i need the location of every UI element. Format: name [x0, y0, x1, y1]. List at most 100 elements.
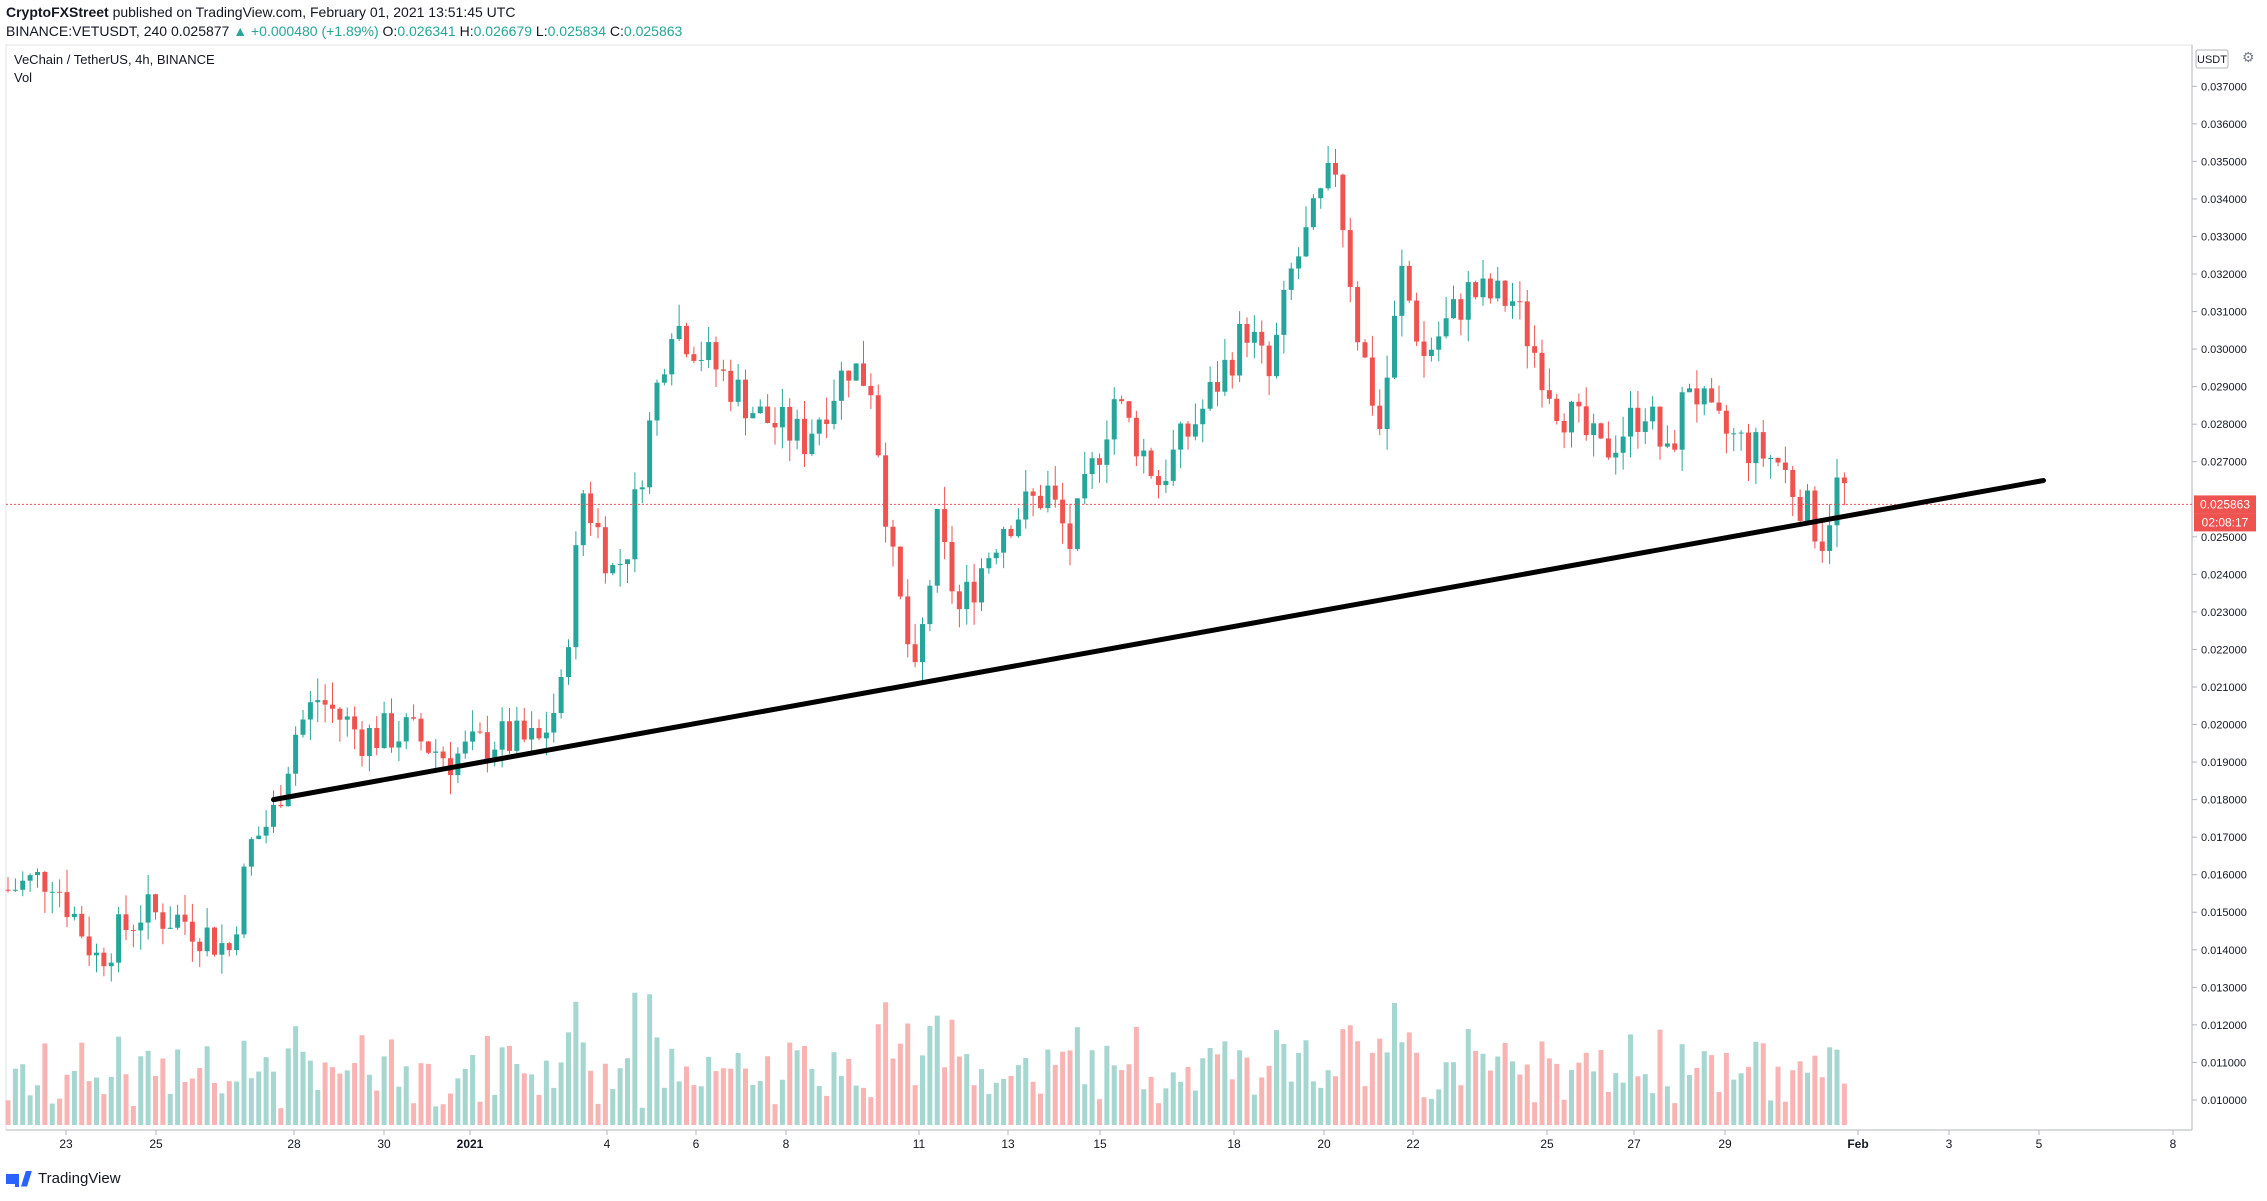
volume-bar: [1406, 1032, 1412, 1125]
price-tick-label: 0.022000: [2201, 644, 2247, 656]
volume-bar: [1215, 1054, 1220, 1125]
tradingview-logo[interactable]: TradingView: [6, 1170, 121, 1187]
candle-body: [772, 422, 778, 428]
candle-body: [1539, 352, 1545, 391]
time-tick-label: 5: [2036, 1137, 2043, 1151]
candle-body: [654, 382, 660, 421]
volume-bar: [1111, 1065, 1117, 1125]
volume-bar: [1170, 1072, 1176, 1125]
time-tick-label: 23: [59, 1137, 73, 1151]
volume-bar: [595, 1103, 601, 1125]
volume-bar: [551, 1087, 557, 1125]
candle-body: [12, 889, 18, 891]
candle-body: [1451, 299, 1456, 319]
candle-body: [566, 647, 571, 678]
volume-bar: [757, 1081, 763, 1125]
volume-bar: [625, 1058, 630, 1125]
countdown-box: [2194, 513, 2256, 532]
candle-body: [875, 395, 881, 456]
current-price-label: 0.025863: [2200, 497, 2250, 511]
candle-body: [315, 700, 321, 703]
volume-bar: [1554, 1063, 1560, 1125]
price-tick-label: 0.021000: [2201, 682, 2247, 694]
candle-body: [204, 927, 210, 952]
candle-body: [1244, 324, 1250, 343]
currency-label: USDT: [2197, 54, 2227, 66]
candle-body: [212, 927, 217, 955]
candle-body: [197, 941, 203, 952]
candle-body: [905, 596, 911, 645]
currency-box[interactable]: [2195, 49, 2229, 69]
candle-body: [271, 804, 276, 827]
candle-body: [1517, 301, 1523, 303]
candle-body: [396, 741, 402, 748]
candle-body: [1657, 406, 1663, 447]
volume-bar: [226, 1081, 232, 1125]
volume-bar: [1539, 1041, 1545, 1125]
volume-bar: [167, 1093, 173, 1125]
price-tick-label: 0.011000: [2201, 1057, 2246, 1069]
candle-body: [912, 644, 918, 663]
candle-body: [802, 418, 807, 455]
candle-body: [853, 363, 859, 381]
volume-bar: [1119, 1070, 1125, 1125]
volume-bar: [138, 1056, 144, 1125]
volume-bar: [1369, 1052, 1375, 1125]
volume-bar: [1001, 1078, 1007, 1125]
volume-bar: [897, 1043, 903, 1125]
candle-body: [1163, 480, 1169, 486]
candle-body: [1023, 491, 1029, 520]
low-value: 0.025834: [547, 23, 607, 39]
volume-bar: [344, 1070, 350, 1125]
price-tick-label: 0.014000: [2201, 945, 2247, 957]
volume-bar: [204, 1046, 210, 1125]
volume-bar: [315, 1089, 321, 1125]
volume-bar: [1148, 1076, 1154, 1125]
open-label: O:: [382, 23, 398, 39]
publisher-name: CryptoFXStreet: [6, 4, 109, 20]
trendline[interactable]: [271, 478, 2046, 803]
ohlc-line: BINANCE:VETUSDT, 240 0.025877 ▲ +0.00048…: [6, 23, 682, 39]
volume-bar: [219, 1093, 225, 1125]
candle-body: [949, 542, 955, 592]
candle-body: [728, 370, 734, 402]
volume-bar: [1274, 1030, 1279, 1125]
volume-bar: [293, 1026, 299, 1125]
volume-bar: [470, 1054, 476, 1125]
candle-body: [1591, 423, 1597, 436]
settings-icon[interactable]: ⚙: [2242, 49, 2255, 65]
candle-body: [765, 406, 771, 423]
volume-bar: [433, 1106, 439, 1125]
volume-bar: [529, 1074, 535, 1125]
candle-body: [71, 913, 77, 918]
volume-bar: [1237, 1050, 1243, 1125]
candle-body: [1598, 423, 1604, 439]
candle-body: [861, 363, 866, 386]
volume-bar: [853, 1085, 859, 1125]
volume-bar: [1768, 1100, 1774, 1125]
candle-body: [1605, 438, 1611, 458]
price-tick-label: 0.030000: [2201, 344, 2247, 356]
candle-body: [838, 370, 844, 401]
candle-body: [1716, 402, 1722, 411]
volume-bar: [381, 1056, 387, 1125]
candle-body: [558, 677, 564, 714]
price-tick-label: 0.015000: [2201, 907, 2247, 919]
candle-body: [720, 369, 726, 371]
candle-body: [1650, 406, 1656, 422]
price-tick-label: 0.024000: [2201, 569, 2247, 581]
volume-bar: [94, 1077, 99, 1125]
candle-body: [226, 943, 232, 951]
candle-body: [359, 729, 365, 756]
price-chart[interactable]: VeChain / TetherUS, 4h, BINANCE Vol USDT…: [0, 40, 2267, 1170]
candle-body: [57, 891, 63, 893]
volume-bar: [175, 1049, 181, 1125]
volume-bar: [1495, 1056, 1501, 1125]
volume-bar: [507, 1045, 512, 1125]
candle-body: [794, 418, 800, 441]
volume-bar: [632, 992, 638, 1125]
candle-body: [86, 936, 92, 956]
candle-body: [499, 721, 505, 750]
candle-body: [293, 734, 299, 774]
candle-body: [706, 342, 712, 361]
